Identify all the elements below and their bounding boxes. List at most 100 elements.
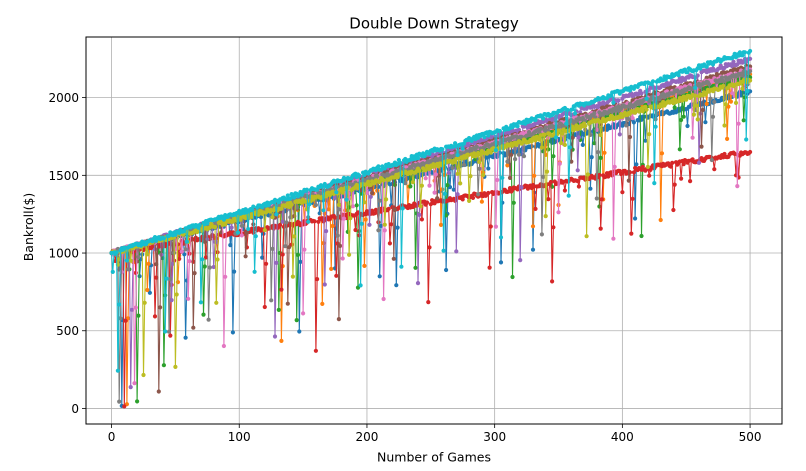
data-point bbox=[670, 160, 675, 165]
data-point bbox=[198, 300, 203, 305]
data-point bbox=[228, 243, 233, 248]
data-point bbox=[696, 160, 702, 165]
data-point bbox=[377, 274, 382, 279]
data-point bbox=[559, 140, 564, 146]
data-point bbox=[565, 107, 570, 113]
data-point bbox=[395, 225, 400, 230]
data-point bbox=[432, 190, 437, 195]
data-point bbox=[307, 202, 312, 207]
data-point bbox=[482, 135, 487, 140]
data-point bbox=[616, 98, 621, 103]
data-point bbox=[418, 204, 423, 209]
data-point bbox=[611, 100, 616, 105]
data-point bbox=[280, 252, 285, 257]
data-point bbox=[382, 228, 387, 233]
data-point bbox=[509, 152, 514, 157]
data-point bbox=[644, 96, 649, 101]
data-point bbox=[398, 160, 403, 165]
data-point bbox=[212, 224, 218, 230]
data-point bbox=[519, 185, 524, 190]
data-point bbox=[677, 147, 682, 152]
data-point bbox=[283, 244, 288, 249]
data-point bbox=[455, 171, 460, 176]
data-point bbox=[685, 123, 690, 129]
data-point bbox=[182, 252, 187, 257]
data-point bbox=[585, 172, 591, 177]
data-point bbox=[668, 164, 674, 169]
data-point bbox=[740, 86, 745, 91]
data-point bbox=[551, 225, 556, 230]
data-point bbox=[470, 195, 476, 200]
data-point bbox=[684, 97, 689, 102]
data-point bbox=[290, 274, 295, 279]
data-point bbox=[518, 258, 523, 263]
data-point bbox=[332, 215, 338, 220]
data-point bbox=[543, 125, 548, 130]
data-point bbox=[580, 142, 585, 147]
data-point bbox=[203, 255, 209, 260]
data-point bbox=[560, 131, 565, 136]
data-point bbox=[694, 103, 699, 108]
data-point bbox=[488, 224, 493, 229]
data-point bbox=[276, 307, 281, 312]
data-point bbox=[419, 217, 424, 222]
data-point bbox=[644, 107, 649, 112]
data-point bbox=[654, 111, 659, 116]
data-point bbox=[498, 235, 504, 240]
data-point bbox=[725, 136, 730, 141]
data-point bbox=[145, 252, 150, 257]
data-point bbox=[640, 109, 645, 114]
data-point bbox=[348, 216, 353, 221]
data-point bbox=[672, 182, 677, 187]
data-point bbox=[723, 102, 728, 107]
data-point bbox=[147, 290, 152, 295]
data-point bbox=[530, 224, 536, 229]
data-point bbox=[575, 168, 580, 173]
data-point bbox=[487, 265, 492, 270]
data-point bbox=[597, 204, 602, 209]
data-point bbox=[721, 83, 726, 88]
data-point bbox=[495, 177, 500, 183]
data-point bbox=[564, 121, 569, 126]
data-point bbox=[481, 172, 486, 178]
data-point bbox=[688, 179, 693, 184]
data-point bbox=[392, 207, 398, 212]
data-point bbox=[381, 178, 386, 183]
data-point bbox=[186, 296, 191, 301]
data-point bbox=[479, 199, 484, 204]
data-point bbox=[445, 183, 450, 188]
data-point bbox=[394, 283, 399, 288]
data-point bbox=[183, 247, 188, 252]
data-point bbox=[206, 317, 211, 322]
data-point bbox=[427, 245, 432, 250]
data-point bbox=[344, 197, 349, 202]
data-point bbox=[187, 259, 192, 264]
data-point bbox=[557, 161, 562, 166]
data-point bbox=[200, 257, 205, 262]
data-point bbox=[141, 372, 146, 378]
data-point bbox=[423, 176, 428, 181]
data-point bbox=[315, 277, 320, 282]
data-point bbox=[136, 254, 141, 260]
data-point bbox=[253, 234, 258, 239]
data-point bbox=[168, 277, 173, 282]
data-point bbox=[438, 222, 444, 227]
data-point bbox=[658, 217, 663, 223]
data-point bbox=[451, 187, 456, 192]
data-point bbox=[184, 239, 189, 244]
data-point bbox=[627, 134, 633, 140]
data-point bbox=[336, 207, 341, 212]
data-point bbox=[122, 404, 127, 409]
data-point bbox=[707, 82, 712, 87]
data-point bbox=[362, 263, 367, 268]
data-point bbox=[486, 166, 491, 171]
data-point bbox=[556, 210, 561, 215]
data-point bbox=[596, 150, 601, 155]
data-point bbox=[476, 192, 481, 197]
data-point bbox=[384, 197, 389, 202]
data-point bbox=[262, 228, 267, 233]
data-point bbox=[546, 197, 551, 202]
data-point bbox=[133, 270, 138, 275]
data-point bbox=[698, 111, 703, 116]
